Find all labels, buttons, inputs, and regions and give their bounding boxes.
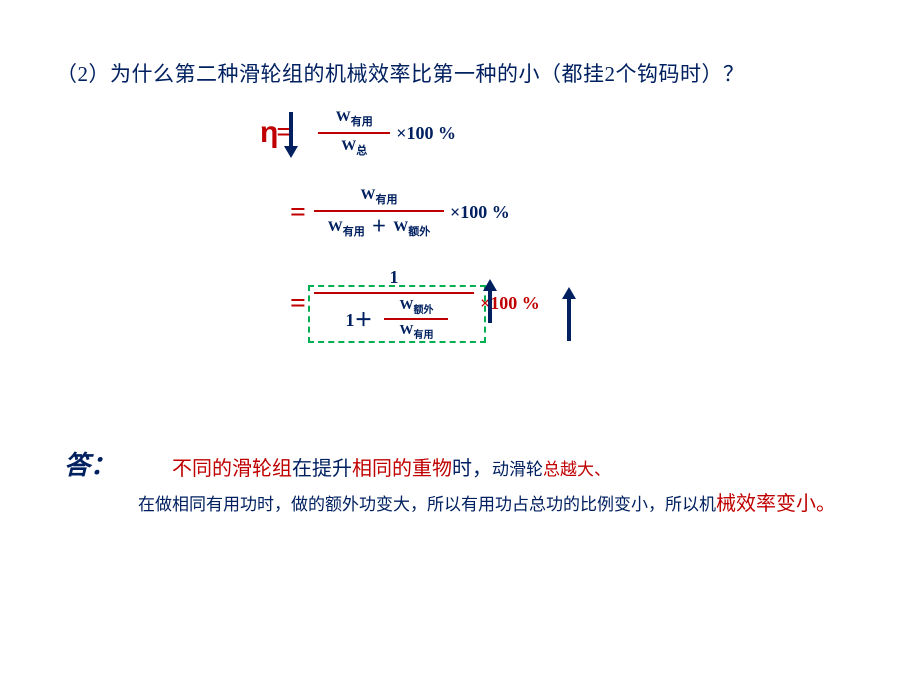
answer-label: 答： xyxy=(64,445,116,482)
equals-3: = xyxy=(290,288,306,320)
ans-seg-1a: 不同的滑轮组 xyxy=(172,458,292,480)
inner-num: W额外 xyxy=(399,298,433,316)
inner-line xyxy=(384,318,448,320)
ans-seg-1e: 动滑轮 xyxy=(492,460,543,479)
answer-body: 不同的滑轮组在提升相同的重物时，动滑轮总越大、 在做相同有用功时，做的额外功变大… xyxy=(172,452,862,522)
inner-fraction: W额外 W有用 xyxy=(384,298,448,342)
equation-row-2: = W有用 W有用 ＋ W额外 ×100 % xyxy=(260,187,620,239)
frac2-line xyxy=(314,210,444,212)
ans-seg-1b: 在提升 xyxy=(292,458,352,480)
frac2-num: W有用 xyxy=(360,187,397,207)
fraction-2: W有用 W有用 ＋ W额外 xyxy=(314,187,444,239)
equation-row-1: η = W有用 W总 ×100 % xyxy=(260,108,620,159)
arrow-up-head-2 xyxy=(562,287,576,299)
times100-1: ×100 % xyxy=(396,123,456,144)
arrow-up-head-1 xyxy=(483,279,497,291)
ans-seg-1f: 总越大、 xyxy=(543,460,611,479)
frac2-den: W有用 ＋ W额外 xyxy=(328,215,431,239)
frac1-den: W总 xyxy=(341,137,367,158)
frac3-den: 1＋ W额外 W有用 xyxy=(339,298,448,342)
ans-line2: 在做相同有用功时，做的额外功变大，所以有用功占总功的比例变小，所以机械效率变小。 xyxy=(138,487,862,522)
fraction-1: W有用 W总 xyxy=(318,108,390,159)
equation-block: η = W有用 W总 ×100 % = W有用 W有用 ＋ W额 xyxy=(260,108,620,369)
frac1-line xyxy=(318,132,390,134)
frac3-line xyxy=(314,292,474,294)
ans-seg-2a: 在做相同有用功时，做的额外功变大，所以有用功占总功的比例变小，所以机 xyxy=(138,495,716,514)
equation-row-3: = 1 1＋ W额外 W有用 xyxy=(260,267,620,342)
arrow-up-shaft-1 xyxy=(488,289,492,323)
arrow-down-head-1 xyxy=(284,146,298,158)
ans-seg-1c: 相同的重物 xyxy=(352,458,452,480)
frac1-num: W有用 xyxy=(336,108,373,129)
frac3-num: 1 xyxy=(389,267,398,288)
equals-2: = xyxy=(290,197,306,229)
inner-den: W有用 xyxy=(399,323,433,341)
question-text: （2）为什么第二种滑轮组的机械效率比第一种的小（都挂2个钩码时）？ xyxy=(56,58,745,88)
arrow-down-shaft-1 xyxy=(289,112,293,146)
arrow-up-shaft-2 xyxy=(567,297,571,341)
ans-seg-1d: 时， xyxy=(452,458,492,480)
times100-2: ×100 % xyxy=(450,202,510,223)
ans-seg-2b: 械效率变小。 xyxy=(716,493,836,515)
fraction-3: 1 1＋ W额外 W有用 xyxy=(314,267,474,342)
